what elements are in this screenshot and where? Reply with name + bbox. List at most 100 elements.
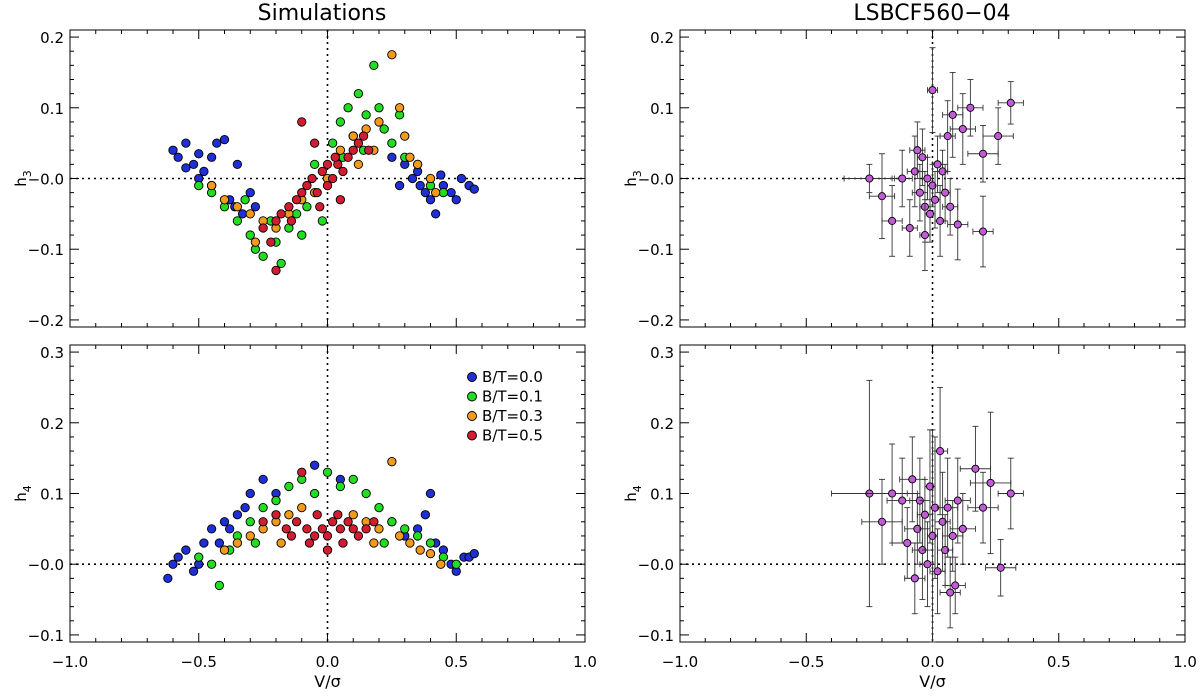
data-point bbox=[258, 251, 268, 261]
data-point bbox=[353, 531, 364, 541]
data-point bbox=[978, 227, 988, 236]
data-point bbox=[938, 517, 947, 526]
data-point bbox=[379, 124, 389, 134]
data-point bbox=[304, 538, 315, 548]
data-point bbox=[322, 467, 333, 477]
data-point bbox=[322, 531, 333, 541]
data-point bbox=[258, 502, 268, 513]
data-point bbox=[206, 152, 217, 162]
data-point bbox=[312, 510, 322, 520]
data-point bbox=[941, 546, 950, 555]
y-tick-label: 0.3 bbox=[40, 344, 64, 362]
data-point bbox=[415, 545, 425, 555]
data-point bbox=[951, 581, 960, 590]
y-axis-label-subscript: 4 bbox=[21, 485, 34, 492]
data-point bbox=[245, 531, 255, 541]
data-point bbox=[309, 138, 320, 148]
data-point bbox=[420, 510, 430, 520]
series-lsbcf560-04 bbox=[831, 379, 1024, 643]
data-point bbox=[258, 517, 268, 527]
y-tick-label: 0.1 bbox=[40, 100, 64, 118]
data-point bbox=[430, 209, 441, 219]
data-point bbox=[335, 195, 346, 205]
y-tick-label: 0.1 bbox=[650, 100, 674, 118]
data-point bbox=[943, 503, 952, 512]
data-point bbox=[353, 138, 364, 148]
y-tick-label: −0.0 bbox=[28, 171, 64, 189]
y-axis-label-main: h bbox=[12, 177, 30, 187]
data-point bbox=[163, 573, 173, 584]
data-point bbox=[451, 195, 461, 205]
data-point bbox=[925, 482, 935, 491]
x-tick-label: 0.0 bbox=[316, 653, 340, 671]
data-point bbox=[232, 202, 243, 212]
data-point bbox=[446, 187, 456, 198]
data-point bbox=[168, 145, 178, 155]
data-point bbox=[343, 103, 353, 113]
data-point bbox=[348, 145, 358, 155]
data-point bbox=[173, 152, 183, 162]
data-point bbox=[387, 457, 397, 467]
legend-marker bbox=[467, 372, 477, 382]
data-point bbox=[317, 166, 327, 177]
data-point bbox=[232, 216, 243, 226]
data-point bbox=[948, 110, 957, 119]
data-point bbox=[181, 545, 191, 555]
y-axis-label: h3 bbox=[12, 170, 34, 187]
data-point bbox=[240, 195, 250, 205]
data-point bbox=[219, 545, 230, 555]
data-point bbox=[928, 531, 937, 540]
data-point bbox=[327, 138, 338, 148]
data-point bbox=[933, 160, 942, 169]
data-point bbox=[928, 181, 937, 190]
data-point bbox=[948, 531, 957, 540]
data-point bbox=[276, 209, 286, 219]
data-point bbox=[194, 149, 204, 159]
data-point bbox=[307, 173, 317, 184]
y-tick-label: −0.0 bbox=[638, 171, 674, 189]
panel-lsbcf-h4: −1.0 −0.5 0.0 0.5 1.0 −0.1 −0.0 0.1 0.2 0.3 h4 V/σ bbox=[622, 344, 1197, 691]
data-point bbox=[958, 124, 967, 134]
data-point bbox=[237, 209, 248, 219]
series-b-t-0-3 bbox=[219, 457, 446, 569]
y-tick-label: −0.0 bbox=[638, 556, 674, 574]
data-point bbox=[953, 220, 962, 229]
data-point bbox=[374, 502, 384, 513]
data-point bbox=[232, 538, 243, 548]
data-point bbox=[206, 524, 217, 534]
data-point bbox=[400, 524, 410, 534]
data-point bbox=[317, 524, 327, 534]
data-point bbox=[888, 489, 897, 498]
data-point bbox=[309, 488, 320, 499]
panel-lsbcf-h3: LSBCF560−04 −0.2 −0.1 −0.0 0.1 0.2 h3 bbox=[622, 1, 1186, 330]
data-point bbox=[971, 464, 980, 473]
data-point bbox=[281, 524, 291, 534]
data-point bbox=[361, 110, 371, 120]
data-point bbox=[291, 209, 302, 219]
data-point bbox=[335, 481, 346, 492]
x-axis-label: V/σ bbox=[919, 672, 945, 691]
data-point bbox=[315, 202, 325, 212]
data-point bbox=[941, 188, 950, 197]
data-point bbox=[430, 187, 441, 198]
data-point bbox=[276, 258, 286, 269]
data-point bbox=[369, 60, 379, 71]
data-point bbox=[173, 552, 183, 562]
data-point bbox=[994, 132, 1003, 141]
y-tick-label: −0.2 bbox=[28, 312, 64, 330]
data-point bbox=[953, 496, 962, 505]
x-tick-label: −0.5 bbox=[181, 653, 217, 671]
data-point bbox=[250, 237, 261, 247]
data-point bbox=[245, 187, 255, 198]
data-point bbox=[188, 566, 199, 576]
data-point bbox=[335, 145, 346, 155]
data-point bbox=[271, 510, 281, 520]
data-point bbox=[224, 524, 235, 534]
data-point bbox=[946, 588, 955, 597]
data-point bbox=[379, 538, 389, 548]
panel-simulations-h4: −1.0 −0.5 0.0 0.5 1.0 −0.1 −0.0 0.1 0.2 0.3 h4 V/σ B… bbox=[12, 344, 597, 691]
data-point bbox=[915, 188, 924, 197]
data-point bbox=[877, 192, 887, 201]
data-point bbox=[369, 538, 379, 548]
series-b-t-0-5 bbox=[258, 467, 379, 555]
